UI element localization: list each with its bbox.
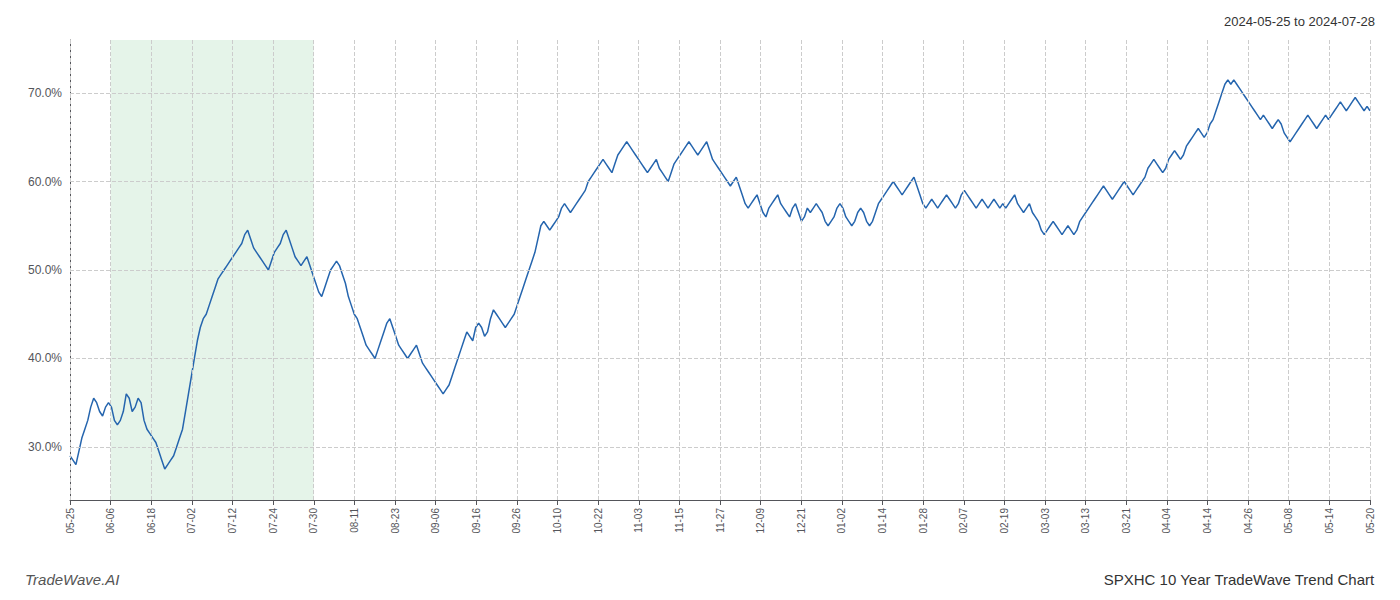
svg-text:05-25: 05-25	[65, 508, 76, 534]
svg-text:10-10: 10-10	[552, 508, 563, 534]
svg-text:03-21: 03-21	[1121, 508, 1132, 534]
svg-text:03-03: 03-03	[1040, 508, 1051, 534]
svg-text:01-14: 01-14	[877, 508, 888, 534]
svg-text:12-09: 12-09	[755, 508, 766, 534]
svg-text:11-15: 11-15	[674, 508, 685, 533]
svg-text:09-16: 09-16	[471, 508, 482, 534]
svg-text:07-24: 07-24	[268, 508, 279, 534]
svg-text:05-20: 05-20	[1365, 508, 1376, 534]
svg-text:08-23: 08-23	[390, 508, 401, 534]
svg-text:70.0%: 70.0%	[28, 86, 62, 100]
svg-text:SPXHC 10 Year TradeWave Trend: SPXHC 10 Year TradeWave Trend Chart	[1104, 571, 1375, 588]
svg-text:11-03: 11-03	[633, 508, 644, 533]
svg-text:03-13: 03-13	[1080, 508, 1091, 534]
svg-text:05-08: 05-08	[1283, 508, 1294, 534]
svg-text:01-28: 01-28	[918, 508, 929, 534]
svg-text:08-11: 08-11	[349, 508, 360, 533]
svg-text:2024-05-25 to 2024-07-28: 2024-05-25 to 2024-07-28	[1224, 14, 1375, 29]
svg-text:05-14: 05-14	[1324, 508, 1335, 534]
svg-text:50.0%: 50.0%	[28, 263, 62, 277]
svg-text:10-22: 10-22	[593, 508, 604, 534]
svg-text:04-26: 04-26	[1243, 508, 1254, 534]
svg-text:04-14: 04-14	[1202, 508, 1213, 534]
svg-text:06-06: 06-06	[105, 508, 116, 534]
svg-text:30.0%: 30.0%	[28, 440, 62, 454]
svg-text:12-21: 12-21	[796, 508, 807, 534]
svg-text:06-18: 06-18	[146, 508, 157, 534]
svg-text:60.0%: 60.0%	[28, 175, 62, 189]
svg-text:07-30: 07-30	[308, 508, 319, 534]
svg-text:11-27: 11-27	[715, 508, 726, 533]
svg-text:04-04: 04-04	[1161, 508, 1172, 534]
svg-text:01-02: 01-02	[836, 508, 847, 534]
svg-text:07-02: 07-02	[186, 508, 197, 534]
svg-text:02-19: 02-19	[999, 508, 1010, 534]
svg-text:40.0%: 40.0%	[28, 351, 62, 365]
svg-text:07-12: 07-12	[227, 508, 238, 534]
svg-text:09-26: 09-26	[511, 508, 522, 534]
svg-text:09-06: 09-06	[430, 508, 441, 534]
svg-text:02-07: 02-07	[958, 508, 969, 534]
svg-text:TradeWave.AI: TradeWave.AI	[25, 571, 119, 588]
